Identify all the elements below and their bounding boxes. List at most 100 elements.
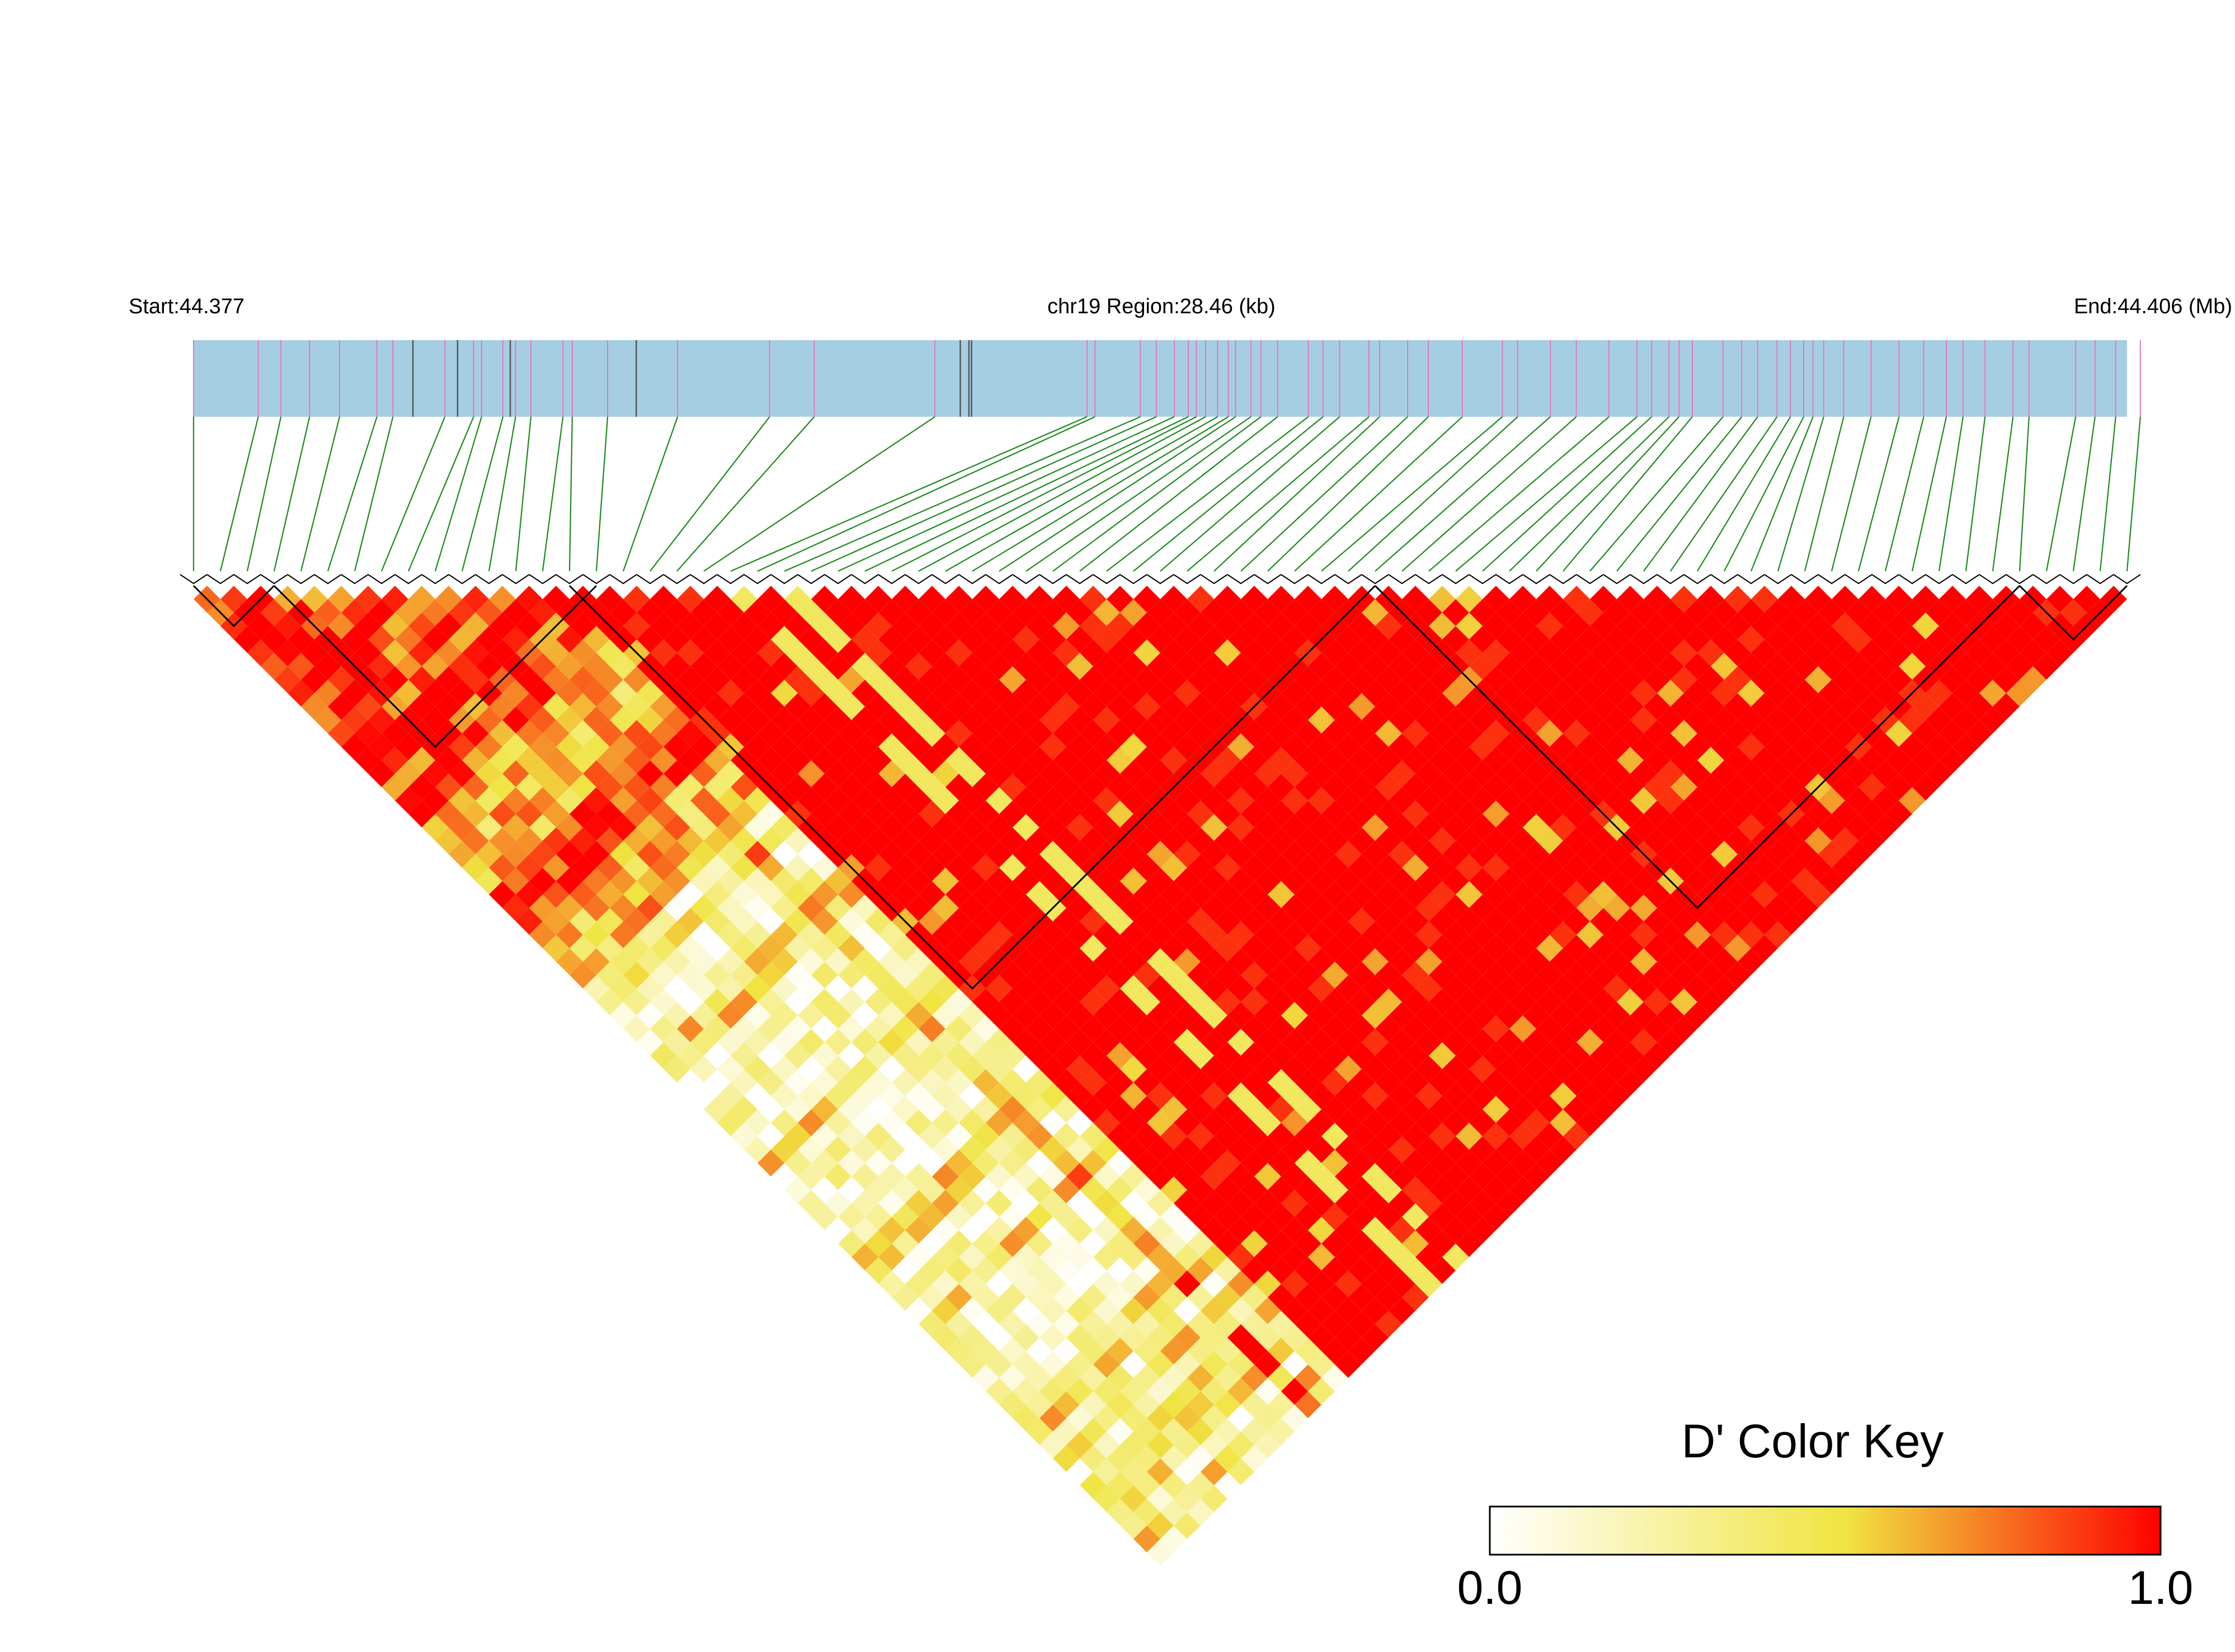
ld-block-outline bbox=[568, 585, 1376, 990]
snp-marker bbox=[341, 574, 369, 585]
snp-marker bbox=[314, 574, 342, 585]
snp-marker bbox=[1952, 574, 1980, 585]
snp-connector bbox=[2045, 416, 2077, 572]
snp-marker bbox=[1173, 574, 1201, 585]
snp-marker bbox=[1845, 574, 1872, 585]
snp-connector bbox=[1025, 416, 1251, 572]
color-key-title: D' Color Key bbox=[1681, 1415, 1944, 1467]
snp-marker bbox=[1925, 574, 1953, 585]
snp-connector bbox=[1563, 416, 1693, 572]
snp-marker bbox=[851, 574, 879, 585]
snp-connector bbox=[730, 416, 1088, 572]
snp-connector bbox=[1643, 416, 1758, 572]
snp-connector bbox=[676, 416, 815, 572]
color-key-max-label: 1.0 bbox=[2128, 1561, 2194, 1614]
snp-marker bbox=[1657, 574, 1685, 585]
snp-marker bbox=[1818, 574, 1846, 585]
snp-connector bbox=[1482, 416, 1653, 572]
snp-marker bbox=[985, 574, 1013, 585]
snp-connector bbox=[1750, 416, 1814, 572]
snp-connector bbox=[327, 416, 378, 572]
snp-markers bbox=[180, 574, 2141, 585]
snp-connector bbox=[1831, 416, 1872, 572]
snp-connector bbox=[1240, 416, 1408, 572]
snp-connector bbox=[1321, 416, 1503, 572]
snp-marker bbox=[206, 574, 234, 585]
snp-connector bbox=[1670, 416, 1778, 572]
snp-marker bbox=[2006, 574, 2034, 585]
snp-marker bbox=[1898, 574, 1926, 585]
snp-connector bbox=[2099, 416, 2116, 572]
snp-connector bbox=[1052, 416, 1262, 572]
snp-marker bbox=[421, 574, 449, 585]
snp-connector bbox=[1106, 416, 1309, 572]
snp-marker bbox=[1334, 574, 1362, 585]
snp-connector bbox=[703, 416, 935, 572]
snp-connector bbox=[1428, 416, 1610, 572]
snp-marker bbox=[582, 574, 610, 585]
chromosome-track bbox=[194, 340, 2127, 417]
snp-connector bbox=[2072, 416, 2096, 572]
snp-connector bbox=[407, 416, 474, 572]
snp-connector bbox=[757, 416, 1095, 572]
snp-connector bbox=[1267, 416, 1429, 572]
snp-connector bbox=[488, 416, 516, 572]
snp-connector bbox=[650, 416, 770, 572]
snp-marker bbox=[717, 574, 745, 585]
snp-connector bbox=[246, 416, 282, 572]
snp-marker bbox=[1415, 574, 1443, 585]
snp-marker bbox=[556, 574, 584, 585]
snp-connector bbox=[918, 416, 1206, 572]
snp-connector bbox=[568, 416, 573, 572]
snp-marker bbox=[1442, 574, 1470, 585]
region-start-label: Start:44.377 bbox=[129, 295, 245, 318]
snp-connector bbox=[1348, 416, 1518, 572]
snp-connector bbox=[461, 416, 504, 572]
snp-marker bbox=[744, 574, 771, 585]
color-key-bar bbox=[1489, 1505, 2162, 1556]
snp-marker bbox=[609, 574, 637, 585]
snp-connector bbox=[1187, 416, 1370, 572]
snp-marker bbox=[2086, 574, 2114, 585]
snp-marker bbox=[958, 574, 986, 585]
snp-connector bbox=[1992, 416, 2014, 572]
snp-marker bbox=[1039, 574, 1067, 585]
ld-block-outline bbox=[192, 585, 275, 628]
snp-marker bbox=[368, 574, 396, 585]
snp-marker bbox=[636, 574, 664, 585]
snp-connector bbox=[1938, 416, 1964, 572]
snp-connector-lines bbox=[192, 416, 2141, 572]
snp-marker bbox=[1522, 574, 1550, 585]
snp-connector bbox=[542, 416, 564, 572]
snp-marker bbox=[2113, 574, 2141, 585]
snp-marker bbox=[180, 574, 208, 585]
snp-marker bbox=[1979, 574, 2007, 585]
haplotype-blocks bbox=[192, 585, 2128, 990]
snp-connector bbox=[434, 416, 482, 572]
snp-connector bbox=[1616, 416, 1743, 572]
snp-marker bbox=[1683, 574, 1711, 585]
snp-marker bbox=[1549, 574, 1577, 585]
gene-ticks bbox=[412, 340, 972, 417]
snp-marker bbox=[1227, 574, 1255, 585]
snp-connector bbox=[2126, 416, 2141, 572]
snp-marker bbox=[475, 574, 503, 585]
snp-marker bbox=[448, 574, 476, 585]
snp-connector bbox=[1777, 416, 1824, 572]
snp-connector bbox=[1589, 416, 1724, 572]
snp-marker bbox=[529, 574, 557, 585]
snp-connector bbox=[219, 416, 259, 572]
snp-connector bbox=[972, 416, 1229, 572]
ld-block-outline bbox=[273, 585, 597, 749]
snp-connector bbox=[1294, 416, 1463, 572]
snp-connector bbox=[1884, 416, 1925, 572]
snp-connector bbox=[1804, 416, 1845, 572]
snp-connector bbox=[1965, 416, 1986, 572]
snp-marker bbox=[1119, 574, 1147, 585]
snp-marker bbox=[878, 574, 906, 585]
snp-marker bbox=[1710, 574, 1738, 585]
snp-marker bbox=[663, 574, 691, 585]
variant-ticks bbox=[193, 340, 2141, 417]
snp-connector bbox=[1911, 416, 1947, 572]
snp-marker bbox=[394, 574, 422, 585]
